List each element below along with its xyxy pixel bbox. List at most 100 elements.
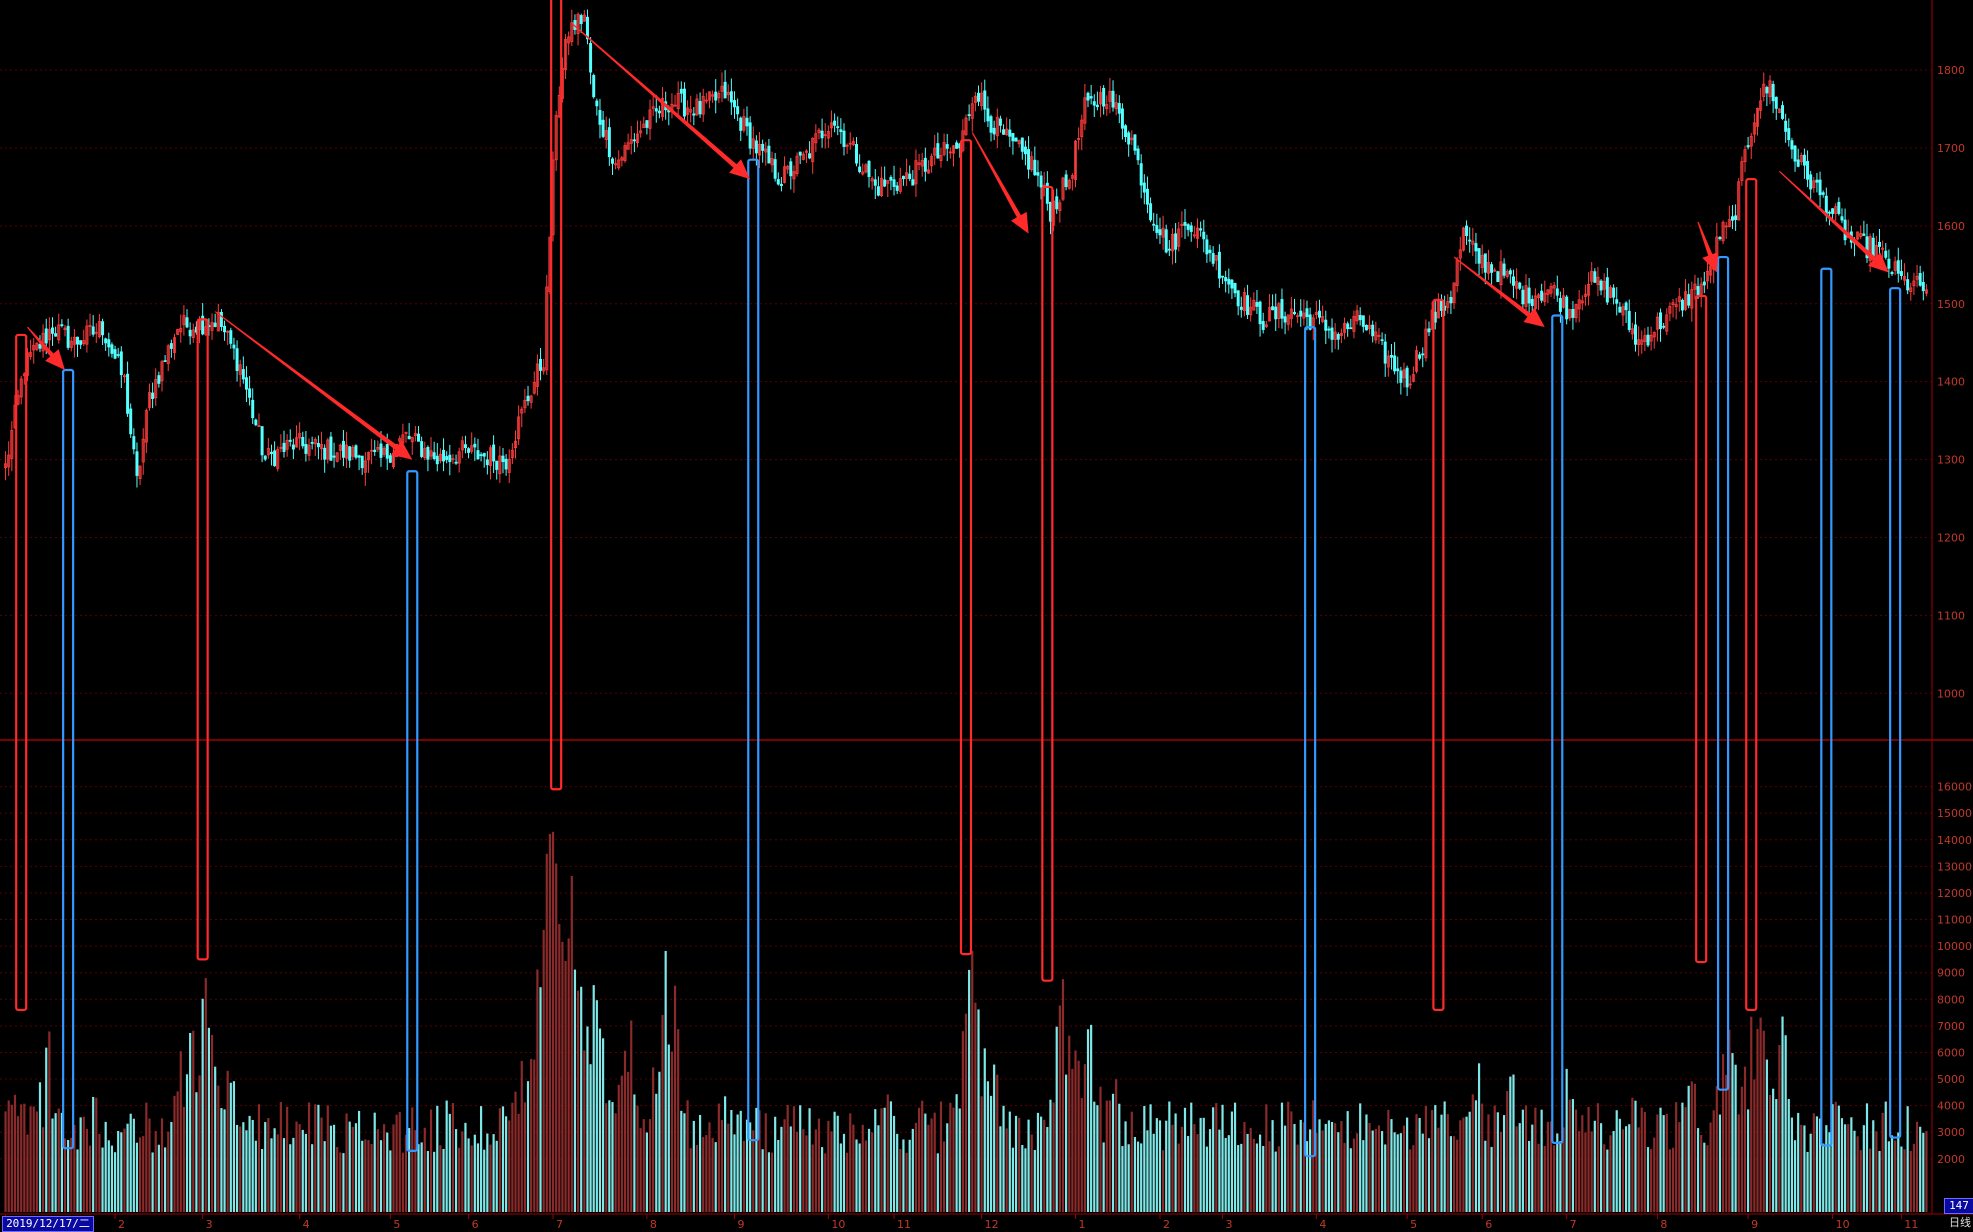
volume-bar — [1919, 1126, 1922, 1212]
candle-body — [1718, 237, 1722, 240]
volume-bar — [67, 1140, 70, 1212]
candle-body — [855, 144, 858, 164]
volume-bar — [902, 1139, 905, 1212]
volume-bar — [101, 1147, 104, 1212]
candle-body — [104, 338, 108, 344]
candle-body — [942, 142, 946, 155]
volume-bar — [1418, 1117, 1421, 1212]
volume-bar — [1615, 1110, 1618, 1212]
candle-body — [241, 369, 245, 380]
volume-bar — [1355, 1133, 1359, 1212]
candle-body — [773, 159, 777, 179]
candle-body — [19, 378, 23, 398]
volume-bar — [1465, 1116, 1468, 1212]
candle-body — [1515, 281, 1519, 289]
candle-body — [1671, 302, 1675, 305]
candle-body — [385, 444, 389, 459]
candle-body — [1781, 105, 1785, 119]
volume-bar — [989, 1095, 993, 1212]
candle-body — [908, 173, 912, 180]
volume-bar — [1828, 1132, 1831, 1212]
candle-body — [1086, 92, 1090, 101]
candle-body — [704, 99, 708, 102]
time-tick-label: 1 — [1078, 1218, 1085, 1230]
volume-bar — [192, 1030, 195, 1212]
period-label[interactable]: 日线 — [1949, 1216, 1971, 1229]
volume-bar — [692, 1120, 695, 1212]
volume-bar — [311, 1144, 314, 1212]
candle-body — [1862, 233, 1866, 236]
volume-bar — [1086, 1029, 1090, 1212]
cursor-value-readout: 147 — [1944, 1198, 1973, 1214]
candle-body — [986, 108, 990, 122]
candle-body — [1856, 231, 1860, 240]
volume-bar — [1756, 1028, 1759, 1212]
candle-body — [1815, 179, 1819, 183]
volume-bar — [1346, 1111, 1349, 1212]
volume-bar — [1750, 1016, 1753, 1212]
candle-body — [523, 399, 527, 409]
volume-bar — [896, 1133, 899, 1212]
volume-bar — [799, 1105, 802, 1212]
volume-bar — [414, 1130, 417, 1212]
candle-body — [1740, 161, 1744, 181]
candle-body — [1743, 149, 1747, 163]
volume-bar — [1427, 1138, 1431, 1212]
candle-body — [482, 453, 486, 457]
candle-body — [1280, 299, 1284, 319]
volume-bar — [720, 1119, 724, 1212]
volume-bar — [949, 1102, 952, 1212]
volume-bar — [1765, 1059, 1768, 1212]
candle-body — [169, 343, 173, 349]
volume-bar — [580, 986, 583, 1212]
candle-body — [1114, 102, 1118, 110]
candle-body — [1777, 108, 1781, 113]
candle-body — [1921, 282, 1925, 292]
volume-bar — [1856, 1136, 1859, 1212]
candle-body — [1415, 350, 1418, 372]
candle-body — [539, 358, 543, 371]
volume-bar — [26, 1134, 29, 1212]
volume-bar — [1080, 1098, 1083, 1212]
candle-body — [451, 458, 455, 461]
volume-bar — [914, 1122, 918, 1212]
volume-bar — [1046, 1127, 1049, 1212]
candle-body — [1909, 287, 1913, 292]
volume-bar — [1656, 1114, 1659, 1212]
candle-body — [1806, 160, 1810, 180]
candle-body — [7, 454, 11, 468]
candle-body — [1318, 310, 1322, 318]
volume-bar — [408, 1128, 411, 1212]
volume-bar — [326, 1105, 329, 1212]
candle-body — [1368, 324, 1372, 330]
candle-body — [1674, 304, 1678, 308]
volume-bar — [1233, 1102, 1237, 1212]
candle-body — [870, 178, 874, 182]
candle-body — [1765, 87, 1769, 94]
candle-body — [1205, 239, 1209, 255]
candle-body — [1627, 310, 1631, 330]
candle-body — [1305, 308, 1309, 317]
candle-body — [1202, 231, 1206, 240]
candle-body — [47, 329, 51, 341]
volume-bar — [767, 1152, 771, 1212]
candle-body — [642, 123, 646, 129]
candle-body — [107, 339, 111, 348]
candle-body — [582, 14, 586, 22]
volume-bar — [1900, 1146, 1903, 1212]
volume-tick-label: 4000 — [1937, 1100, 1965, 1113]
volume-bar — [279, 1101, 282, 1212]
volume-bar — [886, 1094, 889, 1212]
volume-bar — [464, 1122, 467, 1212]
volume-bar — [1115, 1079, 1118, 1212]
volume-bar — [1637, 1127, 1640, 1212]
candle-body — [636, 133, 640, 144]
candle-body — [817, 129, 821, 133]
volume-bar — [1334, 1123, 1337, 1212]
candle-body — [592, 75, 596, 98]
volume-bar — [780, 1126, 783, 1212]
candle-body — [1486, 262, 1490, 274]
candle-body — [1045, 182, 1049, 204]
candle-body — [620, 157, 624, 161]
